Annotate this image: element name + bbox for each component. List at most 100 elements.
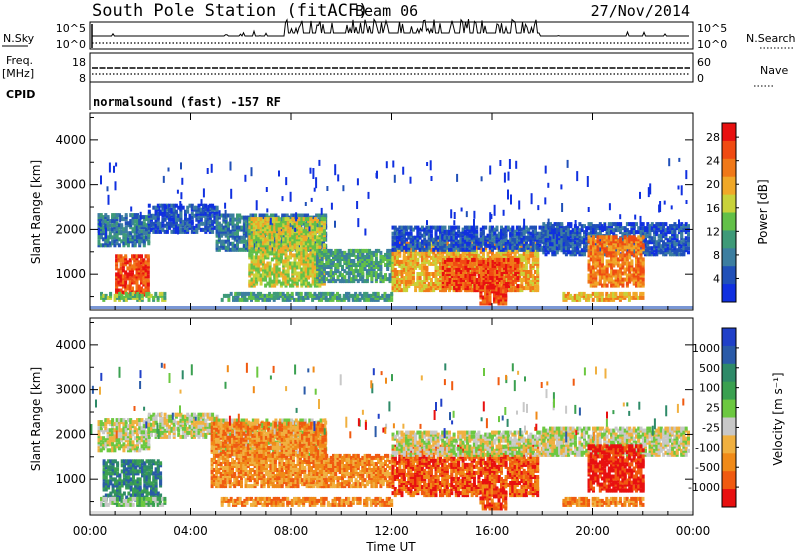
echo-cell [455,270,459,274]
echo-cell [133,254,137,259]
echo-cell [229,229,233,234]
echo-cell [479,278,483,282]
echo-cell [138,235,142,240]
echo-cell [400,245,404,250]
echo-cell [322,281,326,286]
echo-cell [289,219,292,224]
echo-cell [347,275,351,280]
echo-cell [329,259,333,263]
echo-cell [257,239,261,244]
echo-cell [126,221,130,226]
echo-cell [436,239,440,244]
echo-cell [257,235,261,240]
echo-cell [359,275,363,280]
echo-cell [354,275,358,280]
echo-cell [446,276,450,280]
echo-cell [104,219,108,224]
echo-cell [266,225,270,230]
nsearch-tick-top: 10^5 [697,22,727,35]
echo-cell [252,255,256,260]
echo-cell [327,248,331,253]
echo-cell [425,284,429,289]
echo-cell [163,223,167,228]
echo-cell [255,271,259,276]
echo-cell [307,269,311,274]
echo-cell [131,278,134,283]
echo-cell [242,235,246,240]
echo-cell [372,271,376,276]
echo-cell [444,274,447,278]
echo-cell [529,270,533,274]
echo-cell [429,233,433,238]
echo-cell [282,245,286,250]
echo-cell [416,251,420,256]
echo-cell [279,249,283,254]
echo-cell [489,267,493,272]
echo-cell [407,265,411,270]
echo-cell [264,227,268,232]
echo-cell [129,221,133,226]
echo-cell [135,254,139,259]
echo-cell [514,286,518,291]
echo-cell [300,227,304,232]
echo-cell [370,250,374,255]
echo-cell [119,288,123,293]
freq-unit: [MHz] [2,67,34,80]
echo-cell [97,239,101,244]
echo-cell [99,221,103,226]
echo-cell [282,217,286,222]
echo-cell [290,223,294,228]
echo-cell [414,284,418,289]
echo-cell [495,225,499,230]
echo-cell [174,203,178,208]
echo-cell [507,274,511,278]
echo-cell [145,215,148,220]
beam-label: Beam 06 [355,2,418,20]
echo-cell [165,221,169,226]
echo-cell [238,217,242,222]
echo-cell [441,284,445,289]
echo-cell [527,274,531,278]
echo-cell [302,273,306,278]
echo-cell [291,275,295,280]
echo-cell [416,272,420,276]
echo-cell [388,255,392,259]
echo-cell [336,248,340,253]
echo-cell [400,288,404,293]
echo-cell [466,278,470,282]
echo-cell [261,257,265,262]
echo-cell [338,259,342,263]
echo-cell [334,248,338,253]
echo-cell [309,239,313,244]
echo-cell [502,280,506,284]
echo-cell [117,288,121,293]
echo-cell [325,255,329,259]
echo-cell [124,280,128,285]
echo-cell [432,282,436,286]
echo-cell [281,213,285,218]
echo-cell [473,261,477,266]
echo-cell [199,207,203,212]
echo-cell [336,255,340,259]
echo-cell [495,287,499,292]
echo-cell [316,219,320,224]
echo-cell [298,255,301,260]
echo-cell [165,211,169,216]
echo-cell [425,272,429,276]
echo-cell [231,231,235,236]
echo-cell [448,251,451,256]
echo-cell [304,241,308,246]
echo-cell [102,225,106,230]
echo-cell [481,247,485,252]
echo-cell [213,215,217,220]
echo-cell [181,227,185,232]
echo-cell [302,217,306,222]
freq-trace [92,67,690,75]
echo-cell [343,279,347,284]
echo-cell [350,252,353,257]
echo-cell [137,264,141,269]
echo-cell [400,265,404,270]
echo-cell [391,247,395,252]
echo-cell [295,281,299,286]
echo-cell [365,248,369,253]
